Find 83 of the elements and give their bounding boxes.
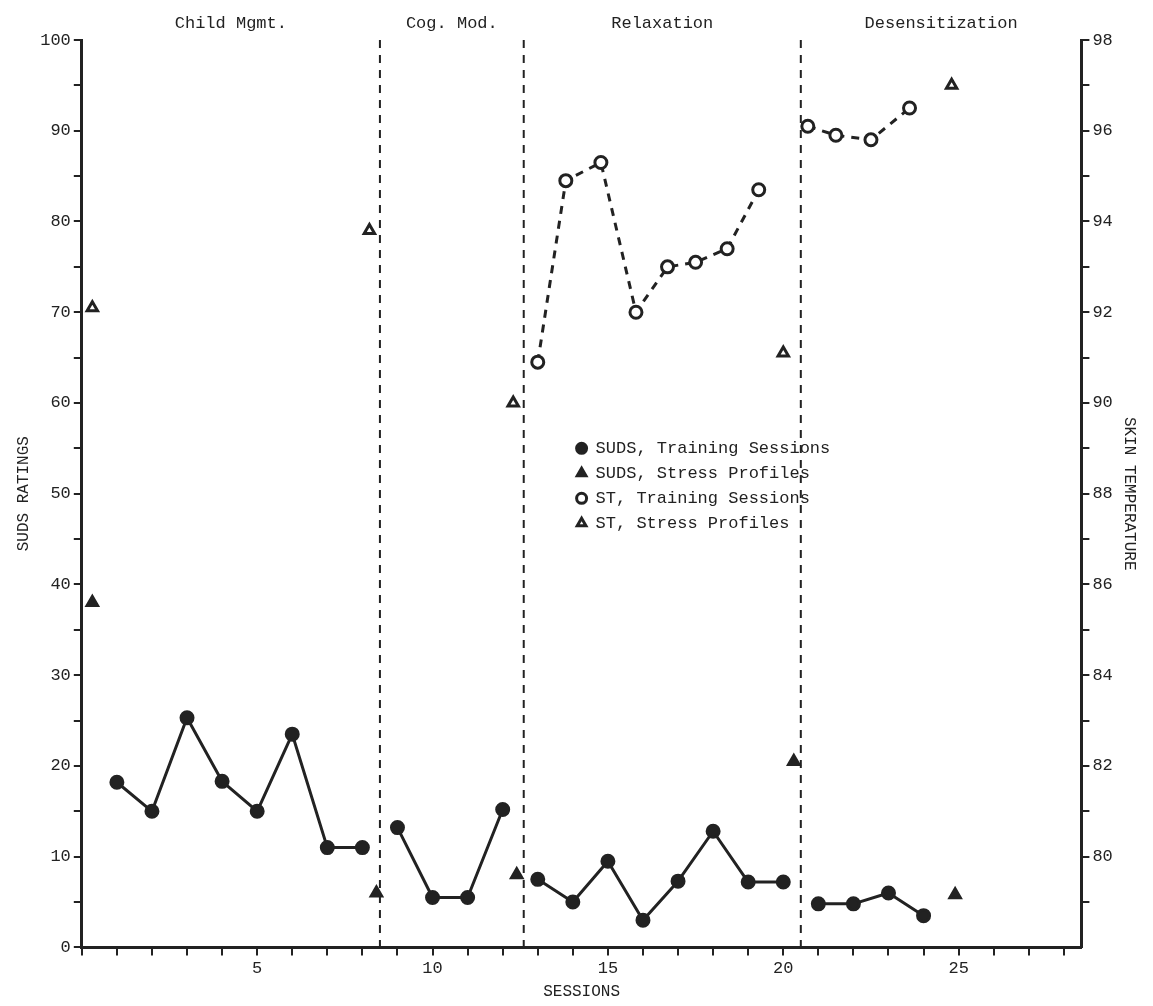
y-tick-label: 90 [50,121,71,141]
legend-label: SUDS, Stress Profiles [595,463,810,483]
y-tick-label: 70 [50,302,71,322]
point [530,354,546,370]
point [425,889,441,905]
legend-label: ST, Training Sessions [595,488,810,508]
point [670,873,686,889]
y-tick-label: 80 [50,211,71,231]
point [600,853,616,869]
point [800,118,816,134]
x-tick-label: 20 [773,959,794,979]
point [369,885,384,898]
y2-tick-label: 88 [1092,484,1113,504]
point [660,259,676,275]
point [109,774,125,790]
y2-tick-label: 80 [1092,847,1113,867]
y-tick-label: 60 [50,393,71,413]
point [460,889,476,905]
point [506,395,520,408]
text: Relaxation [611,14,714,33]
point [495,801,511,817]
point [144,803,160,819]
text: Cog. Mod. [405,14,498,33]
point [85,595,100,608]
point [688,254,704,270]
y2-tick-label: 98 [1092,30,1113,50]
x-tick-label: 5 [252,959,263,979]
y2-tick-label: 82 [1092,756,1113,776]
y2-tick-label: 90 [1092,393,1113,413]
y2-tick-label: 84 [1092,665,1113,685]
point [751,182,767,198]
point [635,912,651,928]
point [530,871,546,887]
point [944,77,959,90]
legend-label: SUDS, Training Sessions [595,438,831,458]
x-tick-label: 25 [948,959,969,979]
point [828,127,844,143]
x-tick-label: 10 [422,959,443,979]
point [880,885,896,901]
point [916,908,932,924]
y-tick-label: 50 [50,484,71,504]
y-tick-label: 10 [50,847,71,867]
point [179,710,195,726]
point [558,173,574,189]
point [354,840,370,856]
point [810,896,826,912]
y2-tick-label: 96 [1092,121,1113,141]
y-tick-label: 30 [50,665,71,685]
point [593,155,609,170]
text: Desensitization [864,14,1018,33]
legend-label: ST, Stress Profiles [595,513,790,533]
point [85,300,100,313]
x-tick-label: 15 [597,959,619,979]
point [705,823,721,839]
point [787,753,801,766]
point [948,887,962,900]
text: Child Mgmt. [174,14,287,33]
point [362,223,377,236]
point [565,894,581,910]
point [863,132,879,148]
point [719,241,735,257]
y2-tick-label: 92 [1092,302,1113,322]
point [319,840,335,856]
point [902,100,918,116]
point [628,304,644,320]
point [776,345,790,358]
y-tick-label: 0 [60,937,71,957]
y-tick-label: 100 [40,30,71,50]
point [775,874,791,890]
point [845,896,861,912]
y-tick-label: 20 [50,756,71,776]
point [740,874,756,890]
point [510,867,524,880]
y2-axis-title: SKIN TEMPERATURE [1120,416,1139,571]
y2-tick-label: 86 [1092,574,1113,594]
y2-tick-label: 94 [1092,211,1113,231]
y-axis-title: SUDS RATINGS [14,436,33,552]
point [284,726,300,742]
point [214,773,230,789]
point [249,803,265,819]
x-axis-title: SESSIONS [543,982,621,1001]
y-tick-label: 40 [50,574,71,594]
point [389,820,405,836]
